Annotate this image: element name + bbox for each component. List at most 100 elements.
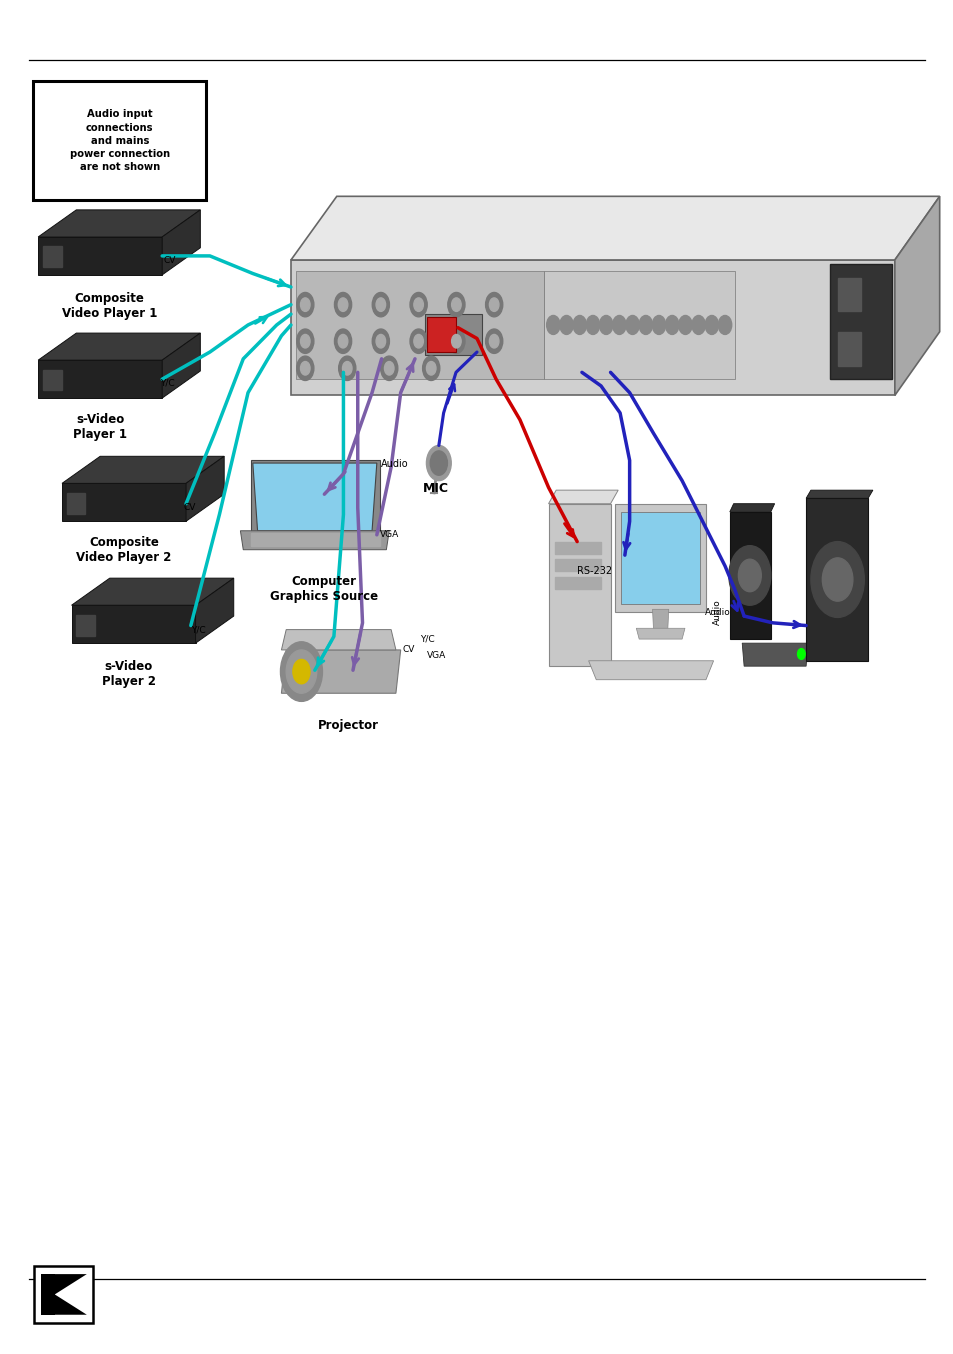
- Circle shape: [342, 362, 352, 375]
- Circle shape: [293, 659, 310, 684]
- Circle shape: [447, 329, 464, 353]
- Polygon shape: [652, 609, 668, 630]
- Circle shape: [375, 334, 385, 348]
- Circle shape: [300, 362, 310, 375]
- Polygon shape: [291, 260, 894, 395]
- Text: Y/C: Y/C: [160, 379, 174, 387]
- Text: Audio input
connections
and mains
power connection
are not shown: Audio input connections and mains power …: [70, 110, 170, 172]
- Circle shape: [559, 315, 573, 334]
- Polygon shape: [729, 512, 770, 639]
- Circle shape: [380, 356, 397, 380]
- Circle shape: [286, 650, 316, 693]
- Text: RS-232: RS-232: [577, 566, 612, 577]
- Polygon shape: [741, 643, 807, 666]
- Text: Y/C: Y/C: [419, 635, 435, 643]
- Circle shape: [586, 315, 599, 334]
- Circle shape: [447, 292, 464, 317]
- Circle shape: [728, 546, 770, 605]
- Circle shape: [485, 329, 502, 353]
- Circle shape: [704, 315, 718, 334]
- Polygon shape: [162, 210, 200, 275]
- Text: CV: CV: [163, 256, 175, 265]
- Polygon shape: [636, 628, 684, 639]
- Text: VGA: VGA: [427, 651, 446, 659]
- Polygon shape: [281, 650, 400, 693]
- Polygon shape: [62, 456, 224, 483]
- Polygon shape: [71, 605, 195, 643]
- Polygon shape: [195, 578, 233, 643]
- Polygon shape: [38, 237, 162, 275]
- FancyBboxPatch shape: [33, 81, 206, 200]
- Circle shape: [338, 356, 355, 380]
- Text: Y/C: Y/C: [191, 626, 205, 634]
- Text: Projector: Projector: [317, 719, 378, 733]
- Polygon shape: [805, 498, 867, 661]
- Polygon shape: [240, 531, 389, 550]
- Bar: [43, 370, 62, 390]
- Polygon shape: [620, 512, 700, 604]
- Circle shape: [430, 451, 447, 475]
- Circle shape: [738, 559, 760, 592]
- Text: Composite
Video Player 2: Composite Video Player 2: [76, 536, 172, 563]
- Circle shape: [426, 445, 451, 481]
- Circle shape: [335, 329, 352, 353]
- Circle shape: [797, 649, 804, 659]
- Text: Computer
Graphics Source: Computer Graphics Source: [270, 575, 378, 603]
- Circle shape: [280, 642, 322, 701]
- Circle shape: [338, 298, 348, 311]
- Polygon shape: [71, 578, 233, 605]
- Bar: [555, 577, 600, 589]
- Bar: [67, 493, 86, 513]
- Circle shape: [573, 315, 586, 334]
- Polygon shape: [424, 314, 481, 355]
- Polygon shape: [829, 264, 891, 379]
- Text: VGA: VGA: [379, 531, 398, 539]
- Circle shape: [296, 329, 314, 353]
- Polygon shape: [588, 661, 713, 680]
- Bar: [837, 278, 861, 311]
- Polygon shape: [295, 271, 543, 379]
- Circle shape: [625, 315, 639, 334]
- Text: s-Video
Player 1: s-Video Player 1: [73, 413, 127, 440]
- Polygon shape: [805, 490, 872, 498]
- Polygon shape: [894, 196, 939, 395]
- Circle shape: [546, 315, 559, 334]
- Polygon shape: [548, 490, 618, 504]
- Polygon shape: [54, 1294, 87, 1315]
- Polygon shape: [62, 483, 186, 521]
- Circle shape: [612, 315, 625, 334]
- Circle shape: [451, 298, 460, 311]
- Circle shape: [652, 315, 665, 334]
- Polygon shape: [38, 210, 200, 237]
- Circle shape: [810, 542, 863, 617]
- Polygon shape: [427, 317, 456, 352]
- Circle shape: [451, 334, 460, 348]
- Circle shape: [485, 292, 502, 317]
- Circle shape: [375, 298, 385, 311]
- Bar: [251, 533, 379, 546]
- Circle shape: [639, 315, 652, 334]
- Circle shape: [422, 356, 439, 380]
- Bar: [555, 559, 600, 571]
- Polygon shape: [253, 463, 376, 531]
- Circle shape: [718, 315, 731, 334]
- Text: Audio: Audio: [712, 598, 721, 626]
- Circle shape: [372, 329, 389, 353]
- Circle shape: [296, 292, 314, 317]
- Bar: [76, 615, 95, 635]
- Bar: [555, 542, 600, 554]
- Text: Audio: Audio: [380, 459, 408, 470]
- Circle shape: [821, 558, 852, 601]
- Circle shape: [410, 292, 427, 317]
- Circle shape: [300, 298, 310, 311]
- Polygon shape: [543, 271, 734, 379]
- Polygon shape: [38, 360, 162, 398]
- Circle shape: [489, 298, 498, 311]
- Circle shape: [410, 329, 427, 353]
- Circle shape: [691, 315, 704, 334]
- Polygon shape: [281, 630, 395, 650]
- Circle shape: [598, 315, 612, 334]
- Text: KRAMER: KRAMER: [53, 1308, 74, 1313]
- Bar: [43, 246, 62, 267]
- Text: CV: CV: [183, 504, 195, 512]
